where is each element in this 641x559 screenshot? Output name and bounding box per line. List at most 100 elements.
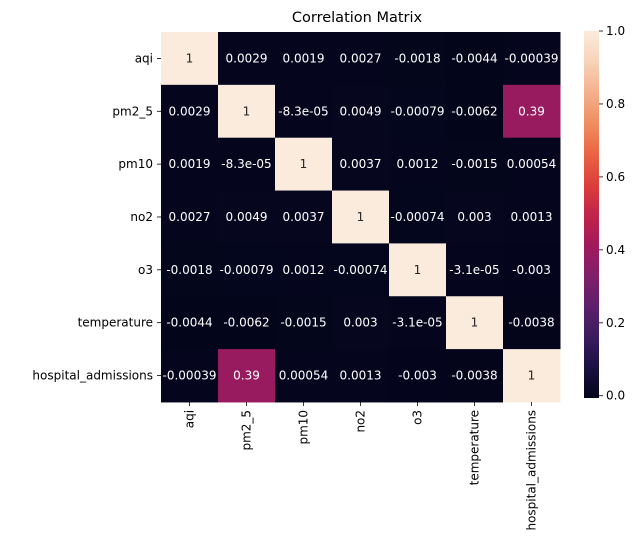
cell-annotation: -0.0038	[508, 316, 554, 330]
x-tick-label: pm2_5	[240, 410, 254, 451]
heatmap-cell	[446, 84, 504, 139]
y-tick-label: temperature	[78, 316, 153, 330]
heatmap-cell	[503, 349, 561, 403]
cell-annotation: 0.0029	[169, 104, 211, 118]
heatmap-cells: 1 0.0029 0.0019 0.0027 -0.0018 -0.0044 -0.0003…	[161, 32, 561, 403]
cell-annotation: 1	[414, 263, 422, 277]
cell-annotation: -0.0038	[451, 369, 497, 383]
cell-annotation: 0.0013	[511, 210, 553, 224]
y-tick-label: aqi	[135, 51, 153, 65]
cell-annotation: -0.00074	[391, 210, 445, 224]
heatmap-cell	[218, 137, 276, 192]
heatmap-cell	[446, 137, 504, 192]
cell-annotation: 0.0013	[340, 369, 382, 383]
cell-annotation: 0.39	[233, 369, 260, 383]
heatmap-cell	[161, 84, 219, 139]
y-tick-label: hospital_admissions	[32, 369, 153, 383]
cell-annotation: -0.0015	[280, 316, 326, 330]
cell-annotation: -8.3e-05	[221, 157, 271, 171]
x-tick-label: hospital_admissions	[525, 410, 539, 531]
heatmap-cell	[218, 349, 276, 403]
cell-annotation: 1	[471, 316, 479, 330]
heatmap-cell	[503, 296, 561, 350]
cell-annotation: 1	[186, 51, 194, 65]
colorbar-tick-label: 1.0	[606, 24, 625, 38]
y-tick-label: pm2_5	[112, 104, 153, 118]
heatmap-cell	[275, 349, 333, 403]
x-tick-label: o3	[411, 410, 425, 425]
cell-annotation: -0.0015	[451, 157, 497, 171]
cell-annotation: 0.00054	[279, 369, 329, 383]
x-tick-label: aqi	[183, 410, 197, 428]
heatmap-cell	[503, 137, 561, 192]
heatmap-cell	[161, 190, 219, 244]
heatmap-cell	[332, 190, 390, 244]
colorbar: 0.0 0.2 0.4 0.6 0.8 1.0	[584, 24, 625, 403]
heatmap-cell	[389, 296, 447, 350]
heatmap-cell	[161, 349, 219, 403]
cell-annotation: 0.0027	[340, 51, 382, 65]
cell-annotation: 0.0019	[169, 157, 211, 171]
heatmap-cell	[503, 32, 561, 86]
cell-annotation: -0.00039	[505, 51, 559, 65]
heatmap-cell	[389, 84, 447, 139]
y-tick-label: pm10	[118, 157, 153, 171]
heatmap-cell	[332, 349, 390, 403]
heatmap-cell	[332, 137, 390, 192]
cell-annotation: 0.0049	[226, 210, 268, 224]
heatmap-cell	[161, 137, 219, 192]
heatmap-cell	[389, 32, 447, 86]
chart-title: Correlation Matrix	[292, 10, 423, 26]
heatmap-cell	[161, 32, 219, 86]
heatmap-cell	[389, 190, 447, 244]
colorbar-ticks: 0.0 0.2 0.4 0.6 0.8 1.0	[599, 24, 625, 403]
heatmap-cell	[218, 84, 276, 139]
cell-annotation: -3.1e-05	[449, 263, 499, 277]
heatmap-cell	[503, 190, 561, 244]
cell-annotation: 0.39	[518, 104, 545, 118]
cell-annotation: 0.0012	[283, 263, 325, 277]
heatmap-cell	[218, 296, 276, 350]
heatmap-cell	[275, 32, 333, 86]
cell-annotation: -8.3e-05	[278, 104, 328, 118]
cell-annotation: -0.00039	[163, 369, 217, 383]
heatmap-cell	[332, 243, 390, 297]
cell-annotation: -0.003	[512, 263, 551, 277]
heatmap-cell	[275, 84, 333, 139]
heatmap-cell	[218, 243, 276, 297]
colorbar-tick-label: 0.6	[606, 170, 625, 184]
cell-annotation: 1	[243, 104, 251, 118]
cell-annotation: 1	[357, 210, 365, 224]
y-axis: aqi pm2_5 pm10 no2 o3 temperature hospital_adm…	[32, 51, 161, 383]
cell-annotation: 0.003	[343, 316, 377, 330]
cell-annotation: 0.0029	[226, 51, 268, 65]
cell-annotation: 0.0049	[340, 104, 382, 118]
cell-annotation: -3.1e-05	[392, 316, 442, 330]
y-tick-label: o3	[138, 263, 153, 277]
cell-annotation: 0.0012	[397, 157, 439, 171]
colorbar-tick-label: 0.0	[606, 389, 625, 403]
cell-annotation: -0.00079	[391, 104, 445, 118]
heatmap-cell	[503, 243, 561, 297]
cell-annotation: -0.0062	[451, 104, 497, 118]
colorbar-gradient	[584, 31, 599, 398]
x-axis: aqi pm2_5 pm10 no2 o3 temperature hospital_adm…	[183, 401, 539, 531]
heatmap-cell	[332, 84, 390, 139]
heatmap-cell	[275, 243, 333, 297]
heatmap-cell	[389, 243, 447, 297]
heatmap-cell	[275, 190, 333, 244]
heatmap-cell	[389, 349, 447, 403]
heatmap-cell	[218, 32, 276, 86]
heatmap-cell	[446, 243, 504, 297]
colorbar-tick-label: 0.4	[606, 243, 625, 257]
heatmap-cell	[161, 296, 219, 350]
colorbar-tick-label: 0.2	[606, 316, 625, 330]
heatmap-cell	[389, 137, 447, 192]
heatmap-cell	[161, 243, 219, 297]
heatmap-cell	[332, 32, 390, 86]
cell-annotation: 0.0037	[283, 210, 325, 224]
cell-annotation: -0.0044	[166, 316, 212, 330]
x-tick-label: no2	[354, 410, 368, 433]
cell-annotation: -0.0062	[223, 316, 269, 330]
